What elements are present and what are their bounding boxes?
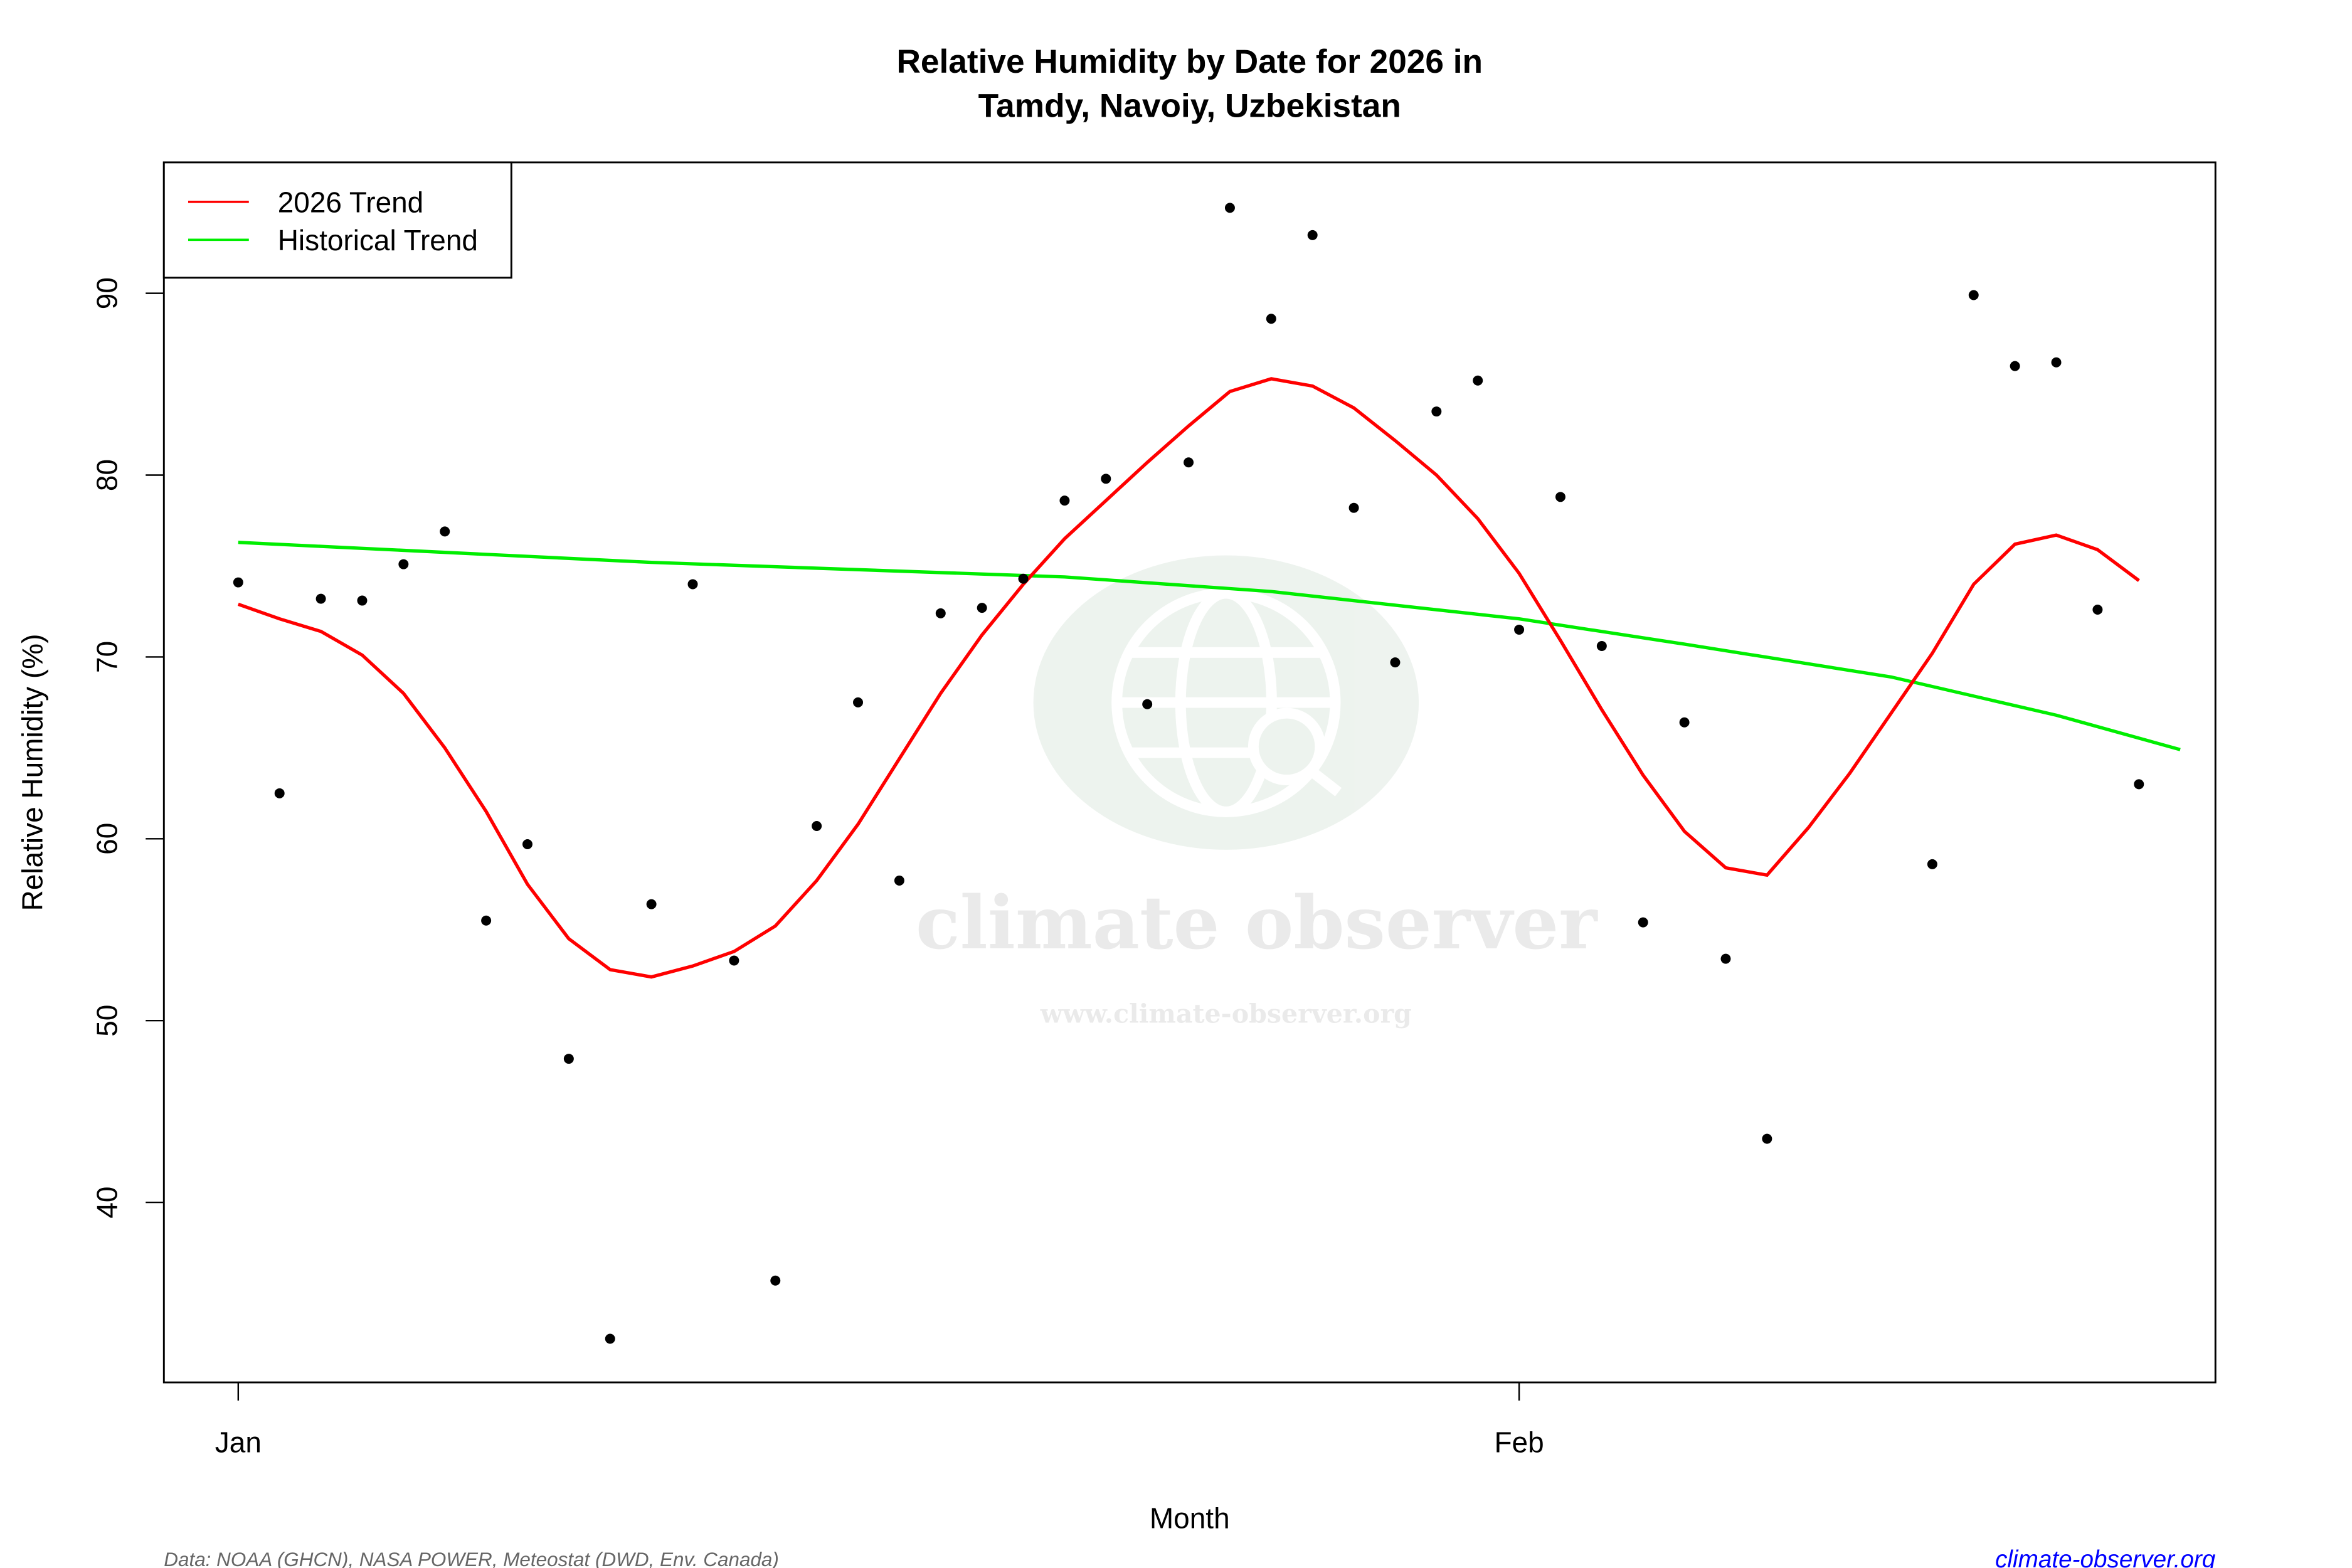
data-point xyxy=(2010,361,2020,371)
data-point xyxy=(1638,917,1648,928)
watermark: climate observer www.climate-observer.or… xyxy=(916,555,1598,1029)
y-tick-label: 90 xyxy=(90,277,123,309)
chart-subtitle: Tamdy, Navoiy, Uzbekistan xyxy=(978,87,1401,124)
data-point xyxy=(440,526,450,537)
data-point xyxy=(1927,859,1937,869)
data-point xyxy=(1059,495,1070,506)
data-point xyxy=(274,788,285,798)
data-point xyxy=(894,875,904,886)
data-source: Data: NOAA (GHCN), NASA POWER, Meteostat… xyxy=(164,1549,779,1568)
data-point xyxy=(1307,230,1318,240)
chart-title: Relative Humidity by Date for 2026 in xyxy=(896,43,1483,80)
data-point xyxy=(1142,699,1153,709)
x-tick-label: Feb xyxy=(1494,1426,1544,1458)
data-point xyxy=(1101,474,1111,484)
data-point xyxy=(1762,1133,1772,1144)
data-point xyxy=(233,577,243,588)
y-axis-label: Relative Humidity (%) xyxy=(16,634,49,911)
data-point xyxy=(563,1054,574,1064)
x-axis-label: Month xyxy=(1150,1502,1230,1534)
data-point xyxy=(357,595,368,606)
data-point xyxy=(1596,641,1607,652)
legend-label-2026: 2026 Trend xyxy=(278,186,424,219)
globe-icon xyxy=(1111,588,1342,817)
legend-label-historical: Historical Trend xyxy=(278,224,478,257)
y-tick-label: 70 xyxy=(90,641,123,673)
data-point xyxy=(1514,624,1525,635)
data-point xyxy=(812,821,822,831)
data-point xyxy=(1431,406,1442,417)
data-point xyxy=(398,559,409,569)
data-point xyxy=(1018,573,1029,584)
legend: 2026 Trend Historical Trend xyxy=(162,161,512,279)
data-point xyxy=(853,697,864,707)
data-point xyxy=(1720,953,1731,964)
data-point xyxy=(646,899,657,909)
watermark-url: www.climate-observer.org xyxy=(1040,999,1412,1029)
data-point xyxy=(1266,314,1276,324)
data-point xyxy=(1224,203,1235,213)
site-link[interactable]: climate-observer.org xyxy=(1995,1546,2216,1568)
data-point xyxy=(2134,779,2144,790)
data-point xyxy=(1184,457,1194,468)
data-point xyxy=(2092,605,2103,615)
data-point xyxy=(2051,357,2062,368)
data-point xyxy=(315,593,326,604)
trend-line-2026-trend xyxy=(237,377,2140,979)
data-point xyxy=(687,579,698,590)
data-point xyxy=(1348,502,1359,513)
x-tick-label: Jan xyxy=(215,1426,262,1458)
data-point xyxy=(605,1333,615,1344)
data-point xyxy=(770,1275,781,1286)
data-point xyxy=(729,955,739,966)
data-point xyxy=(1555,492,1565,502)
legend-box xyxy=(162,161,512,279)
data-point xyxy=(1968,290,1979,300)
y-tick-label: 50 xyxy=(90,1005,123,1037)
data-point xyxy=(522,839,532,849)
data-point xyxy=(977,603,987,613)
trend-line-historical-trend xyxy=(238,541,2181,751)
watermark-name: climate observer xyxy=(916,881,1598,966)
y-tick-label: 80 xyxy=(90,459,123,491)
data-point xyxy=(1473,375,1483,386)
y-tick-label: 40 xyxy=(90,1187,123,1219)
data-point xyxy=(1679,717,1690,728)
data-point xyxy=(935,608,946,618)
y-tick-label: 60 xyxy=(90,823,123,855)
data-point xyxy=(1390,657,1401,668)
data-point xyxy=(481,915,492,926)
